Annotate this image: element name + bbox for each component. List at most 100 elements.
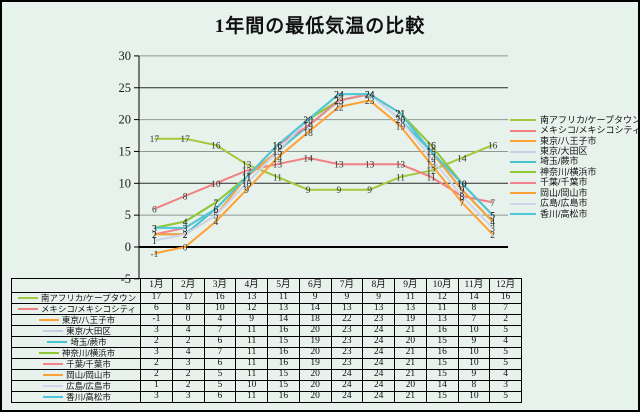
value-cell: 15 (267, 369, 300, 381)
value-cell: 21 (394, 347, 427, 359)
data-label: 10 (211, 180, 221, 190)
month-header-row: 1月 2月 3月 4月 5月 6月 7月 8月 9月 10月 11月 12月 (11, 278, 522, 293)
data-label: 9 (244, 186, 249, 196)
data-label: 14 (426, 154, 436, 164)
value-cell: 5 (489, 358, 522, 370)
value-cell: 5 (489, 391, 522, 403)
data-label: 13 (273, 161, 283, 171)
legend-item: 南アフリカ/ケープタウン (510, 115, 638, 125)
value-cell: 10 (457, 358, 491, 370)
data-label: 11 (242, 173, 251, 183)
data-label: 22 (334, 103, 344, 113)
data-label: 24 (365, 91, 375, 101)
data-label: 8 (460, 193, 465, 203)
value-cell: 14 (298, 303, 332, 315)
data-label: 21 (396, 110, 406, 120)
legend-item: 東京/大田区 (510, 146, 638, 157)
value-cell: 8 (457, 380, 491, 392)
row-label-cell: 東京/八王子市 (11, 314, 141, 326)
value-cell: 21 (394, 369, 427, 381)
data-label: 23 (334, 97, 344, 107)
data-label: 12 (426, 167, 436, 177)
row-label: 東京/大田区 (66, 325, 111, 336)
value-cell: 3 (140, 347, 173, 359)
value-cell: 6 (203, 336, 237, 348)
value-cell: 7 (489, 303, 522, 315)
data-label: 16 (211, 142, 221, 152)
data-label: 21 (396, 110, 406, 120)
data-label: 20 (396, 116, 406, 126)
data-label: 18 (303, 129, 313, 139)
data-label: 13 (426, 161, 436, 171)
row-label-cell: 広島/広島市 (11, 380, 141, 392)
row-key-line (43, 373, 64, 376)
data-label: 23 (365, 97, 375, 107)
data-label: 15 (273, 148, 283, 158)
value-cell: 14 (267, 314, 300, 326)
data-label: 4 (490, 218, 495, 228)
value-cell: 11 (425, 303, 459, 315)
value-cell: 4 (171, 325, 205, 337)
data-label: 2 (183, 231, 188, 241)
data-label: 5 (490, 212, 495, 222)
row-key-line (47, 340, 68, 343)
value-cell: 4 (203, 314, 237, 326)
legend-label: 東京/大田区 (540, 146, 588, 157)
value-cell: 24 (330, 380, 364, 392)
series-line (154, 137, 493, 191)
data-label: 9 (367, 186, 372, 196)
row-label-cell: 千葉/千葉市 (11, 358, 141, 370)
value-cell: 23 (362, 314, 395, 326)
data-label: 19 (303, 123, 313, 133)
data-label: 7 (214, 199, 219, 209)
y-tick-label: 5 (125, 208, 131, 222)
data-label: 6 (214, 205, 219, 215)
value-cell: 10 (457, 347, 491, 359)
value-cell: 11 (235, 369, 268, 381)
row-label: 千葉/千葉市 (66, 358, 111, 369)
value-cell: 20 (298, 325, 332, 337)
row-label-cell: メキシコ/メキシコシティ (11, 303, 141, 315)
value-cell: 9 (457, 369, 491, 381)
data-label: 11 (242, 173, 251, 183)
series-line (154, 93, 494, 229)
data-label: 24 (334, 91, 344, 101)
legend-item: 岡山/岡山市 (510, 188, 638, 198)
series-line (154, 99, 494, 255)
data-label: 13 (365, 161, 375, 171)
data-label: 3 (490, 224, 495, 234)
value-cell: 5 (489, 347, 522, 359)
value-cell: 7 (203, 347, 237, 359)
data-label: 2 (183, 231, 188, 241)
data-label: 17 (150, 135, 160, 145)
value-cell: 11 (235, 325, 268, 337)
value-cell: 2 (489, 314, 522, 326)
data-label: 20 (303, 116, 313, 126)
data-label: 5 (490, 212, 495, 222)
data-label: 6 (214, 205, 219, 215)
y-tick-label: 25 (119, 81, 132, 95)
data-label: 11 (427, 173, 436, 183)
value-cell: 5 (489, 325, 522, 337)
row-key-line (43, 384, 64, 387)
value-cell: 3 (140, 325, 173, 337)
gridlines (139, 55, 508, 248)
data-label: 24 (365, 91, 375, 101)
value-cell: 4 (489, 336, 522, 348)
value-cell: 15 (267, 336, 300, 348)
y-tick-label: 30 (119, 49, 132, 63)
data-label: 4 (183, 218, 188, 228)
legend-swatch-line (510, 160, 536, 163)
value-cell: 5 (203, 380, 237, 392)
value-cell: 6 (203, 358, 237, 370)
value-cell: 3 (489, 380, 522, 392)
data-label: 1 (152, 237, 157, 247)
data-label: 2 (183, 231, 188, 241)
legend-label: メキシコ/メキシコシティ (540, 125, 640, 136)
value-cell: 2 (171, 369, 205, 381)
legend-swatch-line (510, 181, 536, 184)
value-cell: 23 (330, 336, 364, 348)
value-cell: 19 (298, 336, 332, 348)
value-cell: 20 (394, 336, 427, 348)
